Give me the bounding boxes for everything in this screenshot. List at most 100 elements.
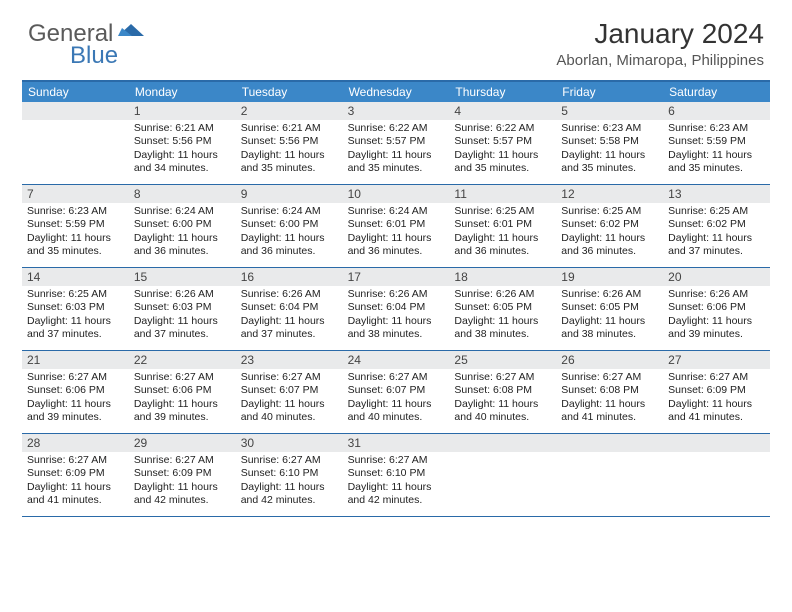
weekday-header: Friday [556,82,663,102]
day-details: Sunrise: 6:27 AMSunset: 6:07 PMDaylight:… [343,369,450,429]
day-cell [663,434,770,516]
day-cell: 8Sunrise: 6:24 AMSunset: 6:00 PMDaylight… [129,185,236,267]
day-number: 11 [449,185,556,203]
day-cell: 11Sunrise: 6:25 AMSunset: 6:01 PMDayligh… [449,185,556,267]
day-number: 10 [343,185,450,203]
day-cell [449,434,556,516]
weekday-header: Tuesday [236,82,343,102]
day-number: 8 [129,185,236,203]
day-cell: 13Sunrise: 6:25 AMSunset: 6:02 PMDayligh… [663,185,770,267]
day-cell: 6Sunrise: 6:23 AMSunset: 5:59 PMDaylight… [663,102,770,184]
day-number: 4 [449,102,556,120]
day-details: Sunrise: 6:24 AMSunset: 6:00 PMDaylight:… [129,203,236,263]
week-row: 21Sunrise: 6:27 AMSunset: 6:06 PMDayligh… [22,351,770,434]
day-cell: 12Sunrise: 6:25 AMSunset: 6:02 PMDayligh… [556,185,663,267]
day-details: Sunrise: 6:27 AMSunset: 6:09 PMDaylight:… [22,452,129,512]
day-cell [556,434,663,516]
day-number [556,434,663,452]
day-details: Sunrise: 6:23 AMSunset: 5:58 PMDaylight:… [556,120,663,180]
day-cell: 26Sunrise: 6:27 AMSunset: 6:08 PMDayligh… [556,351,663,433]
day-cell: 25Sunrise: 6:27 AMSunset: 6:08 PMDayligh… [449,351,556,433]
day-cell: 23Sunrise: 6:27 AMSunset: 6:07 PMDayligh… [236,351,343,433]
day-number: 5 [556,102,663,120]
day-number: 13 [663,185,770,203]
day-number: 24 [343,351,450,369]
day-number: 18 [449,268,556,286]
day-cell: 2Sunrise: 6:21 AMSunset: 5:56 PMDaylight… [236,102,343,184]
day-number: 14 [22,268,129,286]
day-number: 1 [129,102,236,120]
day-number: 27 [663,351,770,369]
week-row: 28Sunrise: 6:27 AMSunset: 6:09 PMDayligh… [22,434,770,517]
day-details: Sunrise: 6:26 AMSunset: 6:05 PMDaylight:… [449,286,556,346]
day-number: 15 [129,268,236,286]
weekday-header-row: SundayMondayTuesdayWednesdayThursdayFrid… [22,82,770,102]
day-cell: 17Sunrise: 6:26 AMSunset: 6:04 PMDayligh… [343,268,450,350]
day-number: 23 [236,351,343,369]
day-details: Sunrise: 6:21 AMSunset: 5:56 PMDaylight:… [236,120,343,180]
day-cell: 9Sunrise: 6:24 AMSunset: 6:00 PMDaylight… [236,185,343,267]
day-number: 30 [236,434,343,452]
day-number: 20 [663,268,770,286]
day-details: Sunrise: 6:26 AMSunset: 6:04 PMDaylight:… [343,286,450,346]
day-details: Sunrise: 6:25 AMSunset: 6:02 PMDaylight:… [556,203,663,263]
day-details: Sunrise: 6:23 AMSunset: 5:59 PMDaylight:… [663,120,770,180]
day-cell: 16Sunrise: 6:26 AMSunset: 6:04 PMDayligh… [236,268,343,350]
day-details: Sunrise: 6:27 AMSunset: 6:06 PMDaylight:… [22,369,129,429]
day-cell: 22Sunrise: 6:27 AMSunset: 6:06 PMDayligh… [129,351,236,433]
day-details: Sunrise: 6:22 AMSunset: 5:57 PMDaylight:… [449,120,556,180]
day-number [22,102,129,120]
day-details: Sunrise: 6:22 AMSunset: 5:57 PMDaylight:… [343,120,450,180]
day-number: 28 [22,434,129,452]
day-details: Sunrise: 6:21 AMSunset: 5:56 PMDaylight:… [129,120,236,180]
day-details: Sunrise: 6:24 AMSunset: 6:00 PMDaylight:… [236,203,343,263]
day-number: 21 [22,351,129,369]
weekday-header: Saturday [663,82,770,102]
header: General Blue January 2024 Aborlan, Mimar… [0,0,792,74]
day-cell: 15Sunrise: 6:26 AMSunset: 6:03 PMDayligh… [129,268,236,350]
day-number: 6 [663,102,770,120]
day-number: 25 [449,351,556,369]
day-details: Sunrise: 6:27 AMSunset: 6:07 PMDaylight:… [236,369,343,429]
day-details: Sunrise: 6:25 AMSunset: 6:02 PMDaylight:… [663,203,770,263]
day-number: 9 [236,185,343,203]
day-details: Sunrise: 6:27 AMSunset: 6:09 PMDaylight:… [129,452,236,512]
day-number [449,434,556,452]
title-block: January 2024 Aborlan, Mimaropa, Philippi… [556,18,764,69]
day-details: Sunrise: 6:27 AMSunset: 6:08 PMDaylight:… [449,369,556,429]
logo: General Blue [28,20,144,70]
day-cell: 20Sunrise: 6:26 AMSunset: 6:06 PMDayligh… [663,268,770,350]
day-number: 12 [556,185,663,203]
day-cell: 31Sunrise: 6:27 AMSunset: 6:10 PMDayligh… [343,434,450,516]
day-number: 2 [236,102,343,120]
day-cell: 24Sunrise: 6:27 AMSunset: 6:07 PMDayligh… [343,351,450,433]
day-details: Sunrise: 6:25 AMSunset: 6:03 PMDaylight:… [22,286,129,346]
week-row: 7Sunrise: 6:23 AMSunset: 5:59 PMDaylight… [22,185,770,268]
day-details: Sunrise: 6:26 AMSunset: 6:06 PMDaylight:… [663,286,770,346]
day-cell: 27Sunrise: 6:27 AMSunset: 6:09 PMDayligh… [663,351,770,433]
weekday-header: Monday [129,82,236,102]
day-details: Sunrise: 6:27 AMSunset: 6:10 PMDaylight:… [236,452,343,512]
logo-flag-icon [118,20,144,45]
day-details: Sunrise: 6:27 AMSunset: 6:06 PMDaylight:… [129,369,236,429]
day-number: 19 [556,268,663,286]
day-details: Sunrise: 6:27 AMSunset: 6:08 PMDaylight:… [556,369,663,429]
week-row: 14Sunrise: 6:25 AMSunset: 6:03 PMDayligh… [22,268,770,351]
day-details: Sunrise: 6:23 AMSunset: 5:59 PMDaylight:… [22,203,129,263]
day-number: 31 [343,434,450,452]
day-number: 16 [236,268,343,286]
weekday-header: Wednesday [343,82,450,102]
day-details: Sunrise: 6:27 AMSunset: 6:10 PMDaylight:… [343,452,450,512]
day-cell: 19Sunrise: 6:26 AMSunset: 6:05 PMDayligh… [556,268,663,350]
day-number: 22 [129,351,236,369]
day-cell: 14Sunrise: 6:25 AMSunset: 6:03 PMDayligh… [22,268,129,350]
day-details: Sunrise: 6:27 AMSunset: 6:09 PMDaylight:… [663,369,770,429]
day-number [663,434,770,452]
calendar: SundayMondayTuesdayWednesdayThursdayFrid… [22,80,770,517]
day-number: 7 [22,185,129,203]
day-cell: 28Sunrise: 6:27 AMSunset: 6:09 PMDayligh… [22,434,129,516]
day-details: Sunrise: 6:26 AMSunset: 6:03 PMDaylight:… [129,286,236,346]
calendar-body: 1Sunrise: 6:21 AMSunset: 5:56 PMDaylight… [22,102,770,517]
day-cell: 18Sunrise: 6:26 AMSunset: 6:05 PMDayligh… [449,268,556,350]
logo-text-blue: Blue [70,42,144,70]
